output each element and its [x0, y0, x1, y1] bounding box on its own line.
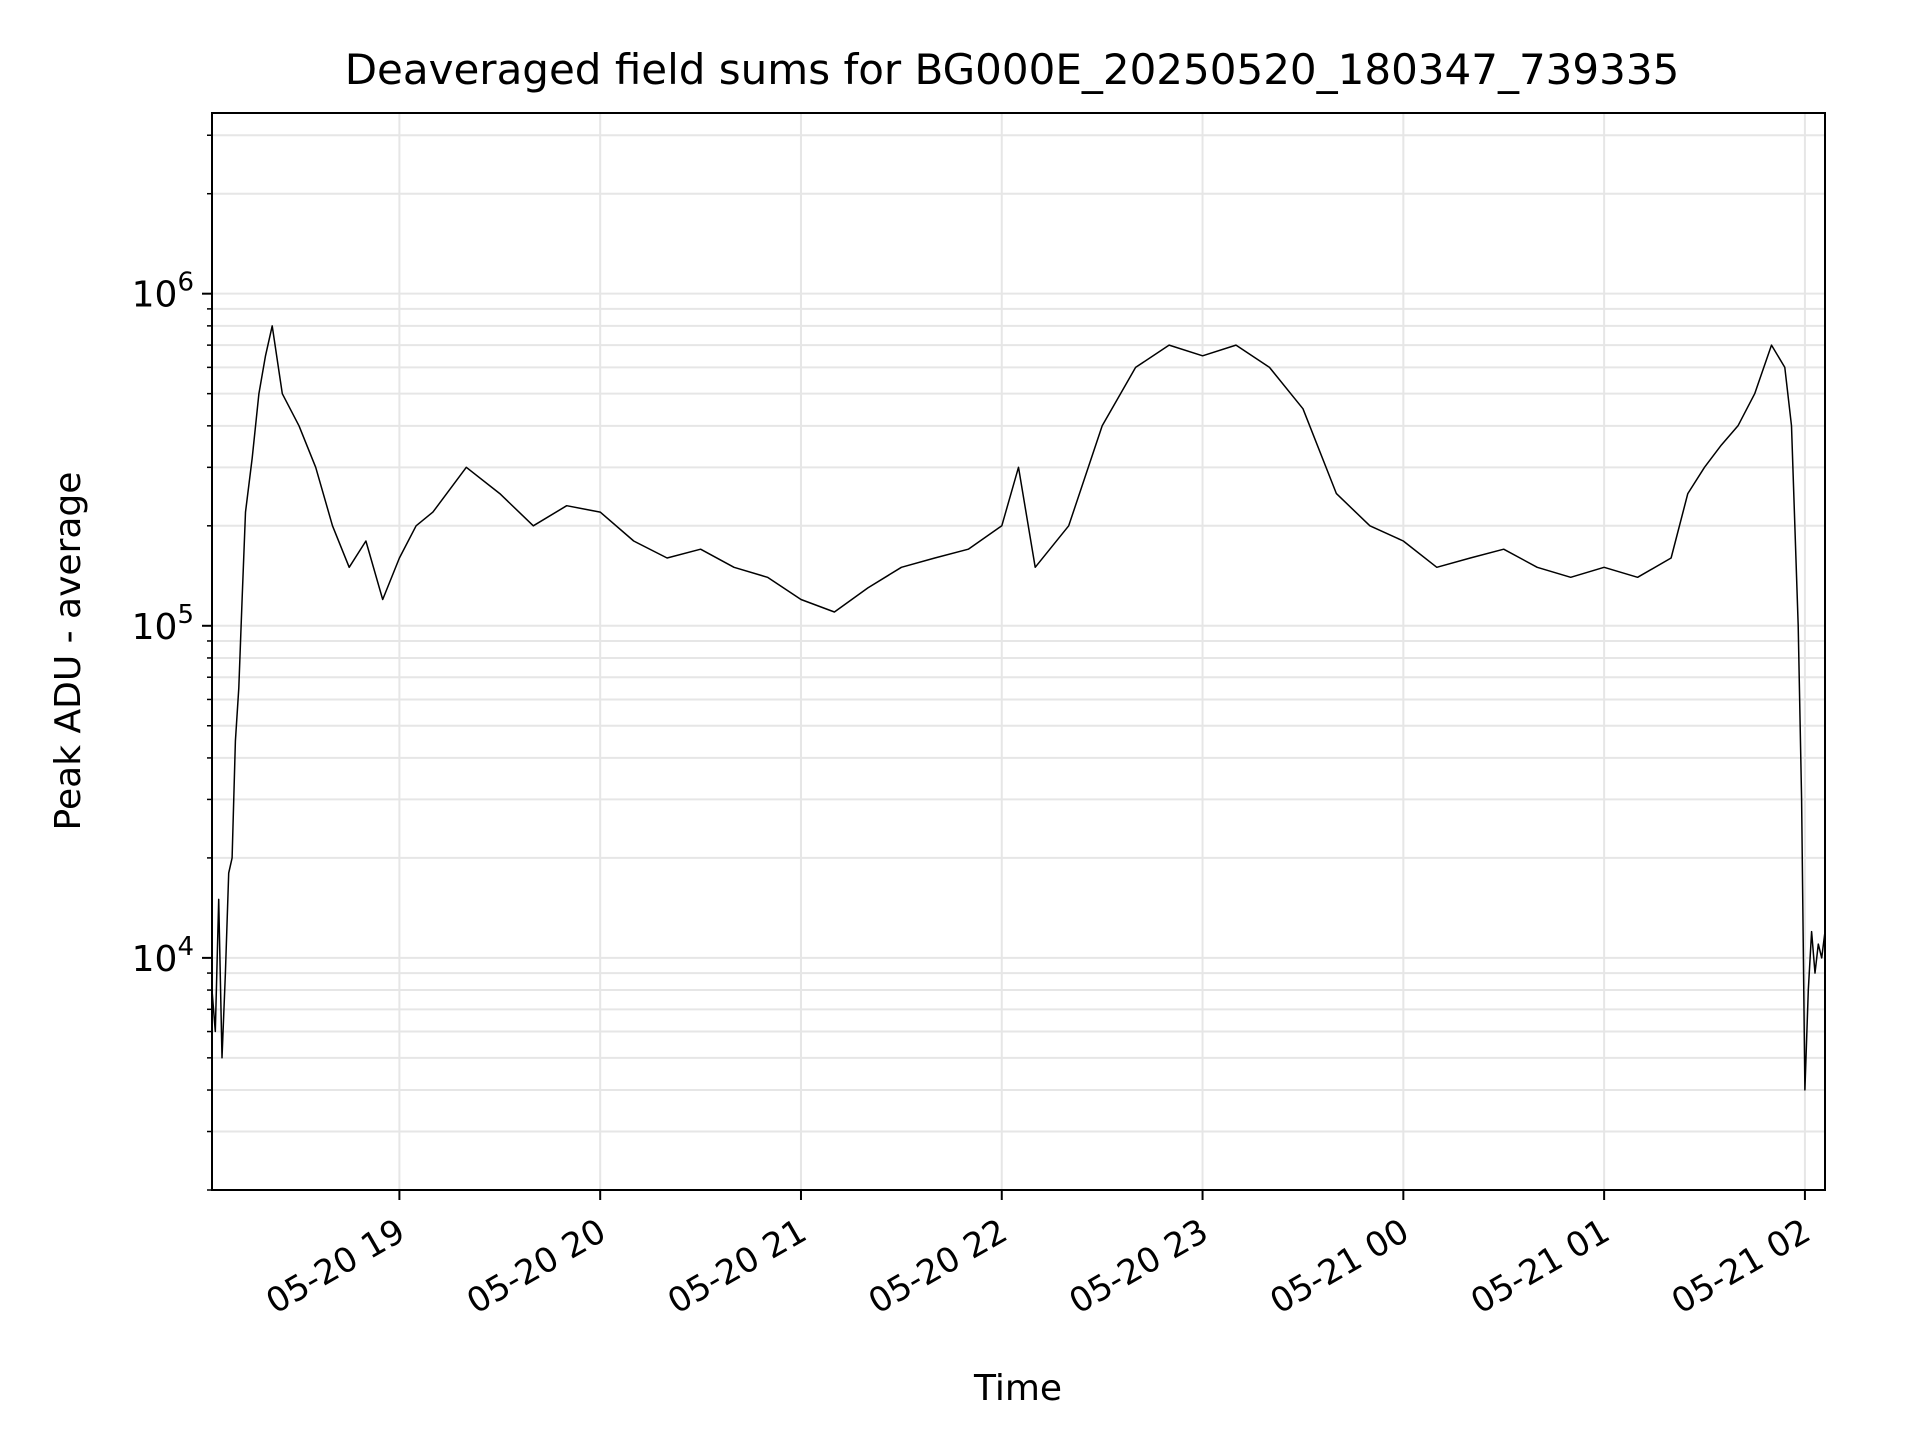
- plot-frame: [211, 112, 1826, 1191]
- chart-title: Deaveraged field sums for BG000E_2025052…: [345, 45, 1680, 94]
- y-tick-label: 106: [132, 268, 194, 316]
- x-axis-label: Time: [973, 1368, 1062, 1409]
- series-group: [211, 325, 1826, 1091]
- y-axis-label: Peak ADU - average: [48, 472, 89, 831]
- series-line: [211, 325, 1826, 1091]
- y-tick-label: 105: [132, 600, 194, 648]
- y-tick-label: 104: [132, 932, 194, 980]
